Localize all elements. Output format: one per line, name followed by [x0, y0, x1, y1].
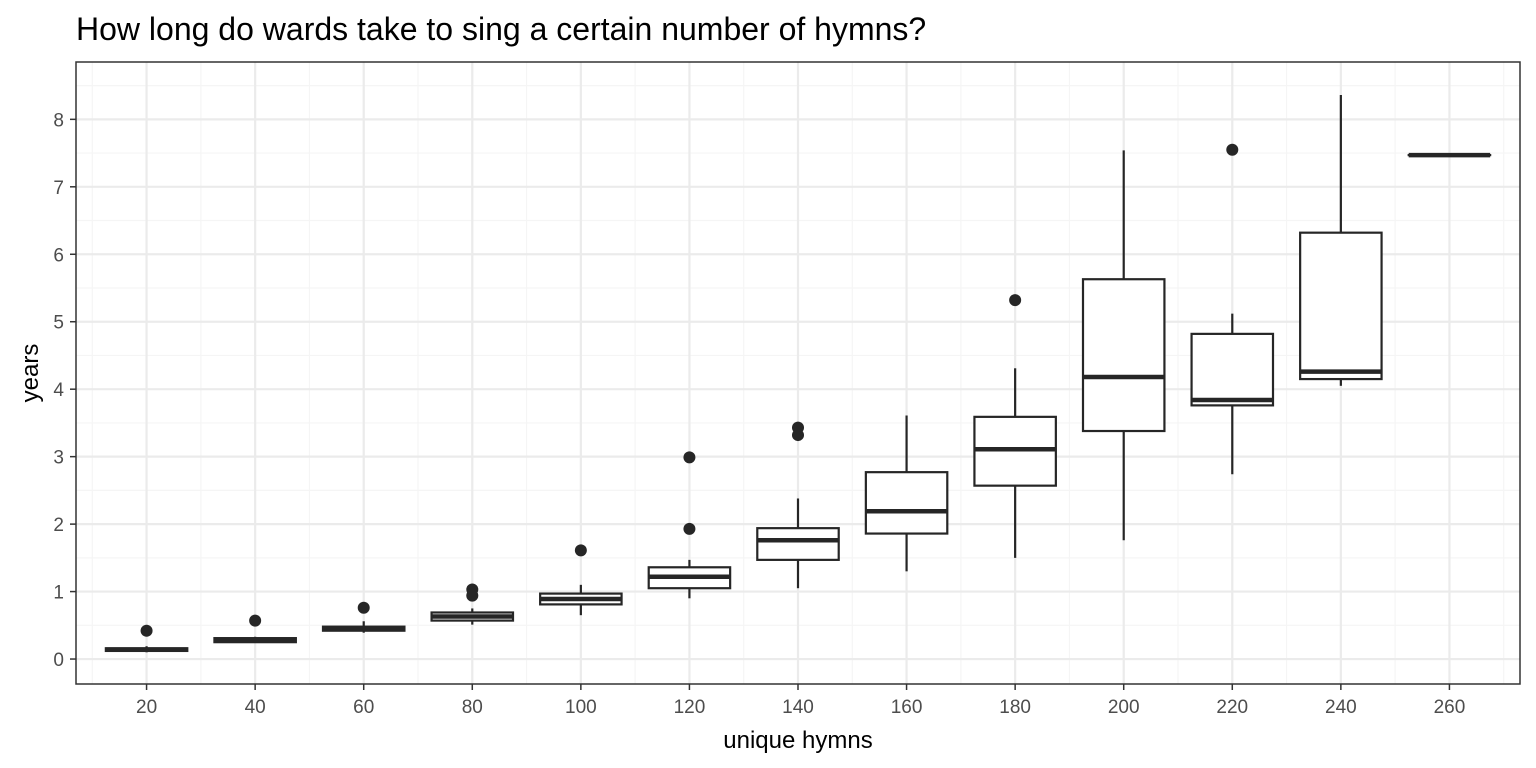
y-tick-label: 2 — [53, 515, 64, 536]
y-axis-title: years — [17, 344, 44, 403]
box-240 — [1299, 95, 1383, 386]
x-tick-label: 120 — [674, 697, 706, 718]
box-80 — [430, 583, 515, 625]
box-180 — [973, 294, 1057, 558]
x-axis: 20 40 60 80 100 120 140 160 180 200 220 240 260 — [136, 684, 1465, 718]
y-tick-label: 1 — [53, 583, 64, 604]
y-tick-label: 4 — [53, 380, 64, 401]
outlier-point — [1226, 143, 1239, 156]
x-tick-label: 220 — [1216, 697, 1248, 718]
box-220 — [1190, 143, 1275, 475]
outlier-point — [357, 601, 370, 614]
outlier-point — [683, 451, 696, 464]
outlier-point — [574, 544, 587, 557]
box-iqr — [756, 527, 840, 561]
outlier-point — [683, 522, 696, 535]
y-axis: 0 1 2 3 4 5 6 7 8 — [53, 110, 76, 671]
box-20 — [104, 624, 189, 653]
y-tick-label: 0 — [53, 650, 64, 671]
box-120 — [647, 451, 732, 599]
y-tick-label: 5 — [53, 313, 64, 334]
outlier-point — [792, 421, 804, 434]
box-iqr — [1081, 278, 1166, 433]
x-tick-label: 60 — [353, 697, 374, 718]
y-tick-label: 7 — [53, 178, 64, 199]
outlier-point — [1009, 294, 1022, 307]
box-100 — [539, 544, 623, 616]
x-tick-label: 100 — [565, 697, 597, 718]
x-tick-label: 160 — [891, 697, 923, 718]
x-tick-label: 20 — [136, 697, 157, 718]
x-tick-label: 140 — [782, 697, 814, 718]
y-tick-label: 8 — [53, 110, 64, 131]
x-tick-label: 240 — [1325, 697, 1357, 718]
x-tick-label: 40 — [245, 697, 266, 718]
outlier-point — [249, 614, 262, 627]
box-iqr — [1190, 332, 1275, 407]
x-tick-label: 80 — [462, 697, 483, 718]
outlier-point — [466, 583, 479, 596]
chart-title: How long do wards take to sing a certain… — [76, 11, 926, 47]
box-iqr — [1299, 231, 1383, 381]
box-60 — [321, 601, 406, 633]
box-200 — [1081, 150, 1166, 541]
x-tick-label: 200 — [1108, 697, 1140, 718]
box-40 — [213, 614, 297, 644]
boxes — [104, 95, 1492, 653]
box-iqr — [864, 471, 949, 535]
outlier-point — [140, 624, 153, 637]
box-160 — [864, 415, 949, 572]
y-tick-label: 3 — [53, 448, 64, 469]
x-tick-label: 180 — [999, 697, 1031, 718]
x-axis-title: unique hymns — [723, 727, 872, 754]
box-140 — [756, 421, 840, 589]
y-tick-label: 6 — [53, 245, 64, 266]
x-tick-label: 260 — [1434, 697, 1466, 718]
